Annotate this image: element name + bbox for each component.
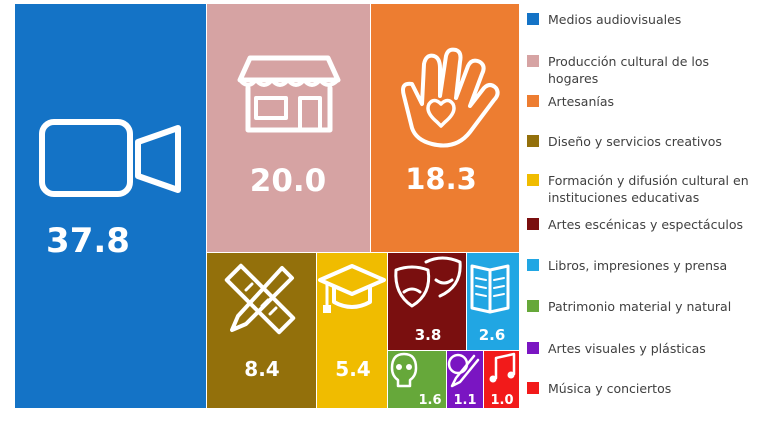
treemap-cell-diseno-y-servicios-creativos: 8.4 [207,253,316,408]
legend-swatch [527,300,539,312]
legend-swatch [527,382,539,394]
treemap-chart: 37.8 20.0 18.3 8.4 5.4 3.8 2.6 1.6 1.1 1.0 [15,4,519,408]
ruler-pencil-icon [224,263,296,335]
skull-icon [390,352,418,388]
legend-item-diseno-y-servicios-creativos: Diseño y servicios creativos [527,133,758,150]
hand-heart-icon [401,47,500,148]
treemap-cell-artes-visuales-y-plasticas: 1.1 [447,351,483,408]
legend-swatch [527,259,539,271]
value-label-musica-y-conciertos: 1.0 [490,393,513,408]
legend-label: Patrimonio material y natural [548,299,732,314]
value-label-artes-escenicas-y-espectaculos: 3.8 [415,326,442,344]
legend-swatch [527,174,539,186]
value-label-patrimonio-material-y-natural: 1.6 [418,393,441,408]
legend-label: Medios audiovisuales [548,12,682,27]
treemap-cell-musica-y-conciertos: 1.0 [484,351,519,408]
legend-item-patrimonio-material-y-natural: Patrimonio material y natural [527,298,758,315]
treemap-cell-medios-audiovisuales: 37.8 [15,4,206,408]
legend-swatch [527,342,539,354]
treemap-rect-medios-audiovisuales [15,4,206,408]
legend-swatch [527,218,539,230]
legend-item-formacion-y-difusion-cultural-en-instituciones-educativas: Formación y difusión cultural en institu… [527,172,758,206]
legend-swatch [527,55,539,67]
storefront-icon [237,55,341,133]
treemap-cell-formacion-y-difusion-cultural-en-instituciones-educativas: 5.4 [317,253,387,408]
value-label-diseno-y-servicios-creativos: 8.4 [244,357,279,381]
value-label-formacion-y-difusion-cultural-en-instituciones-educativas: 5.4 [335,357,370,381]
legend-label: Música y conciertos [548,381,672,396]
open-book-icon [470,264,510,314]
legend-label: Artesanías [548,94,615,109]
treemap-cell-produccion-cultural-de-los-hogares: 20.0 [207,4,370,252]
treemap-rect-formacion-y-difusion-cultural-en-instituciones-educativas [317,253,387,408]
legend-item-artesanias: Artesanías [527,93,758,110]
legend-label: Libros, impresiones y prensa [548,258,728,273]
legend-swatch [527,13,539,25]
legend-item-artes-escenicas-y-espectaculos: Artes escénicas y espectáculos [527,216,758,233]
theater-masks-icon [394,256,462,308]
legend-item-artes-visuales-y-plasticas: Artes visuales y plásticas [527,340,758,357]
music-note-icon [489,352,516,383]
legend-label: Artes visuales y plásticas [548,341,706,356]
video-camera-icon [39,119,181,197]
treemap-cell-artes-escenicas-y-espectaculos: 3.8 [388,253,466,350]
value-label-artes-visuales-y-plasticas: 1.1 [453,393,476,408]
legend-label: Diseño y servicios creativos [548,134,722,149]
legend-label: Formación y difusión cultural en institu… [548,173,749,205]
value-label-libros-impresiones-y-prensa: 2.6 [479,326,506,344]
legend-label: Artes escénicas y espectáculos [548,217,744,232]
legend-item-libros-impresiones-y-prensa: Libros, impresiones y prensa [527,257,758,274]
value-label-medios-audiovisuales: 37.8 [46,221,130,261]
legend-swatch [527,95,539,107]
legend-item-musica-y-conciertos: Música y conciertos [527,380,758,397]
legend-swatch [527,135,539,147]
treemap-cell-artesanias: 18.3 [371,4,519,252]
value-label-produccion-cultural-de-los-hogares: 20.0 [250,163,327,199]
legend-label: Producción cultural de los hogares [548,54,710,86]
treemap-cell-patrimonio-material-y-natural: 1.6 [388,351,446,408]
graduation-cap-icon [318,264,386,313]
value-label-artesanias: 18.3 [405,162,477,196]
treemap-rect-artesanias [371,4,519,252]
paintbrush-palette-icon [447,353,480,388]
legend-item-produccion-cultural-de-los-hogares: Producción cultural de los hogares [527,53,758,87]
treemap-rect-diseno-y-servicios-creativos [207,253,316,408]
treemap-cell-libros-impresiones-y-prensa: 2.6 [467,253,519,350]
legend-item-medios-audiovisuales: Medios audiovisuales [527,11,758,28]
